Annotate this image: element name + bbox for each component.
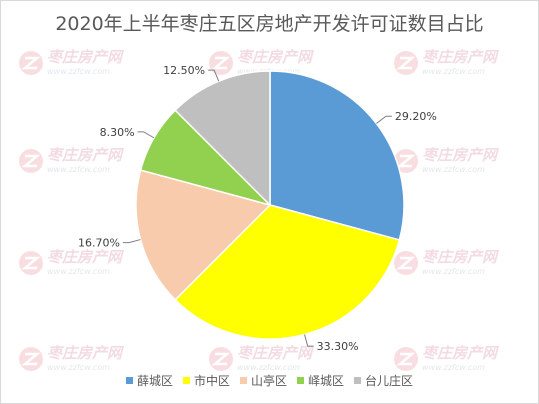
legend-label: 市中区 bbox=[193, 374, 230, 388]
leader-line-xuecheng bbox=[376, 115, 392, 124]
leader-line-shizhong bbox=[304, 334, 314, 347]
data-label-taierzhuang: 12.50% bbox=[163, 64, 205, 77]
legend-label: 薛城区 bbox=[136, 374, 173, 388]
watermark-text: 枣庄房产网 bbox=[47, 48, 125, 66]
leader-line-yicheng bbox=[137, 131, 155, 139]
watermark-url: www.zzfcw.com bbox=[237, 363, 300, 372]
data-labels: 29.20% 33.30% 16.70% 8.30% 12.50% bbox=[78, 64, 437, 353]
legend-item-yicheng: 峄城区 bbox=[297, 372, 344, 389]
watermark-text: 枣庄房产网 bbox=[47, 146, 125, 164]
legend-label: 台儿庄区 bbox=[365, 374, 414, 388]
legend-item-xuecheng: 薛城区 bbox=[125, 372, 173, 389]
data-label-shizhong: 33.30% bbox=[317, 340, 359, 353]
watermark-url: www.zzfcw.com bbox=[422, 67, 485, 76]
watermark-url: www.zzfcw.com bbox=[422, 165, 485, 174]
watermark-text: 枣庄房产网 bbox=[237, 48, 315, 66]
data-label-shanting: 16.70% bbox=[78, 237, 120, 250]
legend-swatch bbox=[297, 377, 304, 384]
legend: 薛城区 市中区 山亭区 峄城区 台儿庄区 bbox=[1, 372, 538, 389]
pie-slice-xuecheng bbox=[269, 70, 405, 241]
legend-swatch bbox=[182, 377, 190, 384]
pie-slices bbox=[135, 70, 405, 340]
watermark-text: 枣庄房产网 bbox=[237, 344, 315, 362]
watermark-url: www.zzfcw.com bbox=[422, 267, 485, 276]
leader-line-shanting bbox=[122, 239, 141, 244]
legend-item-shizhong: 市中区 bbox=[182, 372, 230, 389]
watermark-text: 枣庄房产网 bbox=[422, 344, 500, 362]
legend-label: 峄城区 bbox=[308, 374, 345, 388]
watermark-text: 枣庄房产网 bbox=[47, 344, 125, 362]
legend-swatch bbox=[125, 377, 133, 384]
data-label-yicheng: 8.30% bbox=[100, 126, 135, 139]
legend-item-taierzhuang: 台儿庄区 bbox=[354, 372, 413, 389]
pie-slice-shanting bbox=[135, 169, 272, 301]
pie-slice-taierzhuang bbox=[174, 70, 271, 207]
watermark-url: www.zzfcw.com bbox=[47, 267, 110, 276]
watermark-text: 枣庄房产网 bbox=[422, 248, 500, 266]
legend-label: 山亭区 bbox=[250, 374, 287, 388]
pie-slice-shizhong bbox=[174, 204, 401, 340]
chart-title: 2020年上半年枣庄五区房地产开发许可证数目占比 bbox=[55, 13, 484, 35]
watermark-url: www.zzfcw.com bbox=[422, 363, 485, 372]
watermark-url: www.zzfcw.com bbox=[47, 165, 110, 174]
watermark-url: www.zzfcw.com bbox=[47, 363, 110, 372]
legend-swatch bbox=[354, 377, 362, 384]
legend-swatch bbox=[239, 377, 247, 384]
watermark-text: 枣庄房产网 bbox=[422, 48, 500, 66]
legend-item-shanting: 山亭区 bbox=[239, 372, 287, 389]
data-label-xuecheng: 29.20% bbox=[395, 110, 437, 123]
watermark-text: 枣庄房产网 bbox=[422, 146, 500, 164]
leader-line-taierzhuang bbox=[208, 69, 220, 82]
leader-lines bbox=[122, 69, 392, 347]
watermark-url: www.zzfcw.com bbox=[47, 67, 110, 76]
watermark-text: 枣庄房产网 bbox=[47, 248, 125, 266]
